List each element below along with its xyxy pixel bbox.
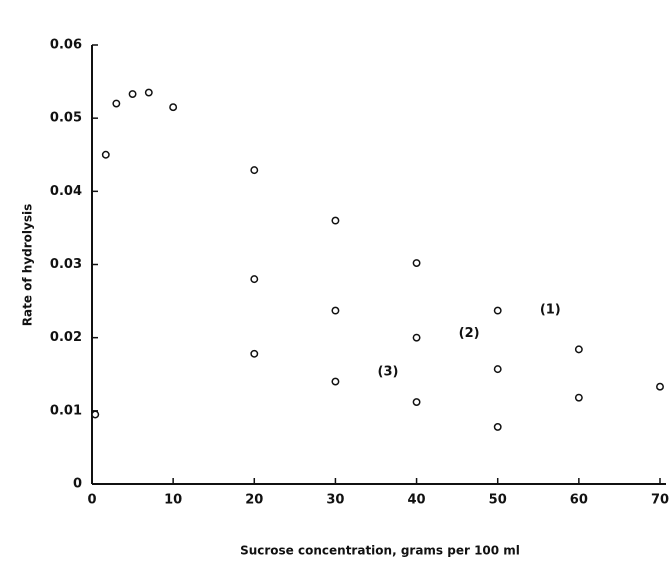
y-tick-label: 0.05 (50, 111, 82, 126)
data-point (495, 366, 501, 372)
x-tick-label: 20 (245, 493, 263, 508)
y-tick-label: 0.04 (50, 184, 82, 199)
x-tick-label: 40 (408, 493, 426, 508)
y-tick-label: 0.03 (50, 257, 82, 272)
data-point (251, 276, 257, 282)
data-point (332, 378, 338, 384)
data-point (113, 100, 119, 106)
series-label: (1) (540, 302, 561, 317)
y-tick-label: 0 (73, 477, 82, 492)
x-tick-label: 0 (87, 493, 96, 508)
y-tick-label: 0.02 (50, 330, 82, 345)
x-tick-label: 50 (489, 493, 507, 508)
data-point (657, 383, 663, 389)
data-point (413, 399, 419, 405)
data-point (576, 346, 582, 352)
x-tick-label: 70 (651, 493, 669, 508)
data-point (251, 351, 257, 357)
data-point (251, 167, 257, 173)
data-point (146, 89, 152, 95)
data-point (576, 394, 582, 400)
y-tick-label: 0.06 (50, 38, 82, 53)
y-axis-label: Rate of hydrolysis (21, 204, 35, 326)
data-point (413, 334, 419, 340)
x-tick-label: 30 (326, 493, 344, 508)
series-label: (2) (459, 326, 480, 341)
data-point (495, 307, 501, 313)
data-point (413, 260, 419, 266)
x-axis-label: Sucrose concentration, grams per 100 ml (240, 544, 520, 558)
data-point (495, 424, 501, 430)
x-tick-label: 10 (164, 493, 182, 508)
data-point (103, 152, 109, 158)
series-label: (3) (378, 364, 399, 379)
chart: Rate of hydrolysis Sucrose concentration… (0, 0, 672, 571)
data-point (170, 104, 176, 110)
data-point (92, 411, 98, 417)
data-point (332, 217, 338, 223)
data-point (129, 91, 135, 97)
y-tick-label: 0.01 (50, 403, 82, 418)
page: {"chart_data":{"type":"line", "x_label":… (0, 0, 672, 575)
data-point (332, 307, 338, 313)
x-tick-label: 60 (570, 493, 588, 508)
